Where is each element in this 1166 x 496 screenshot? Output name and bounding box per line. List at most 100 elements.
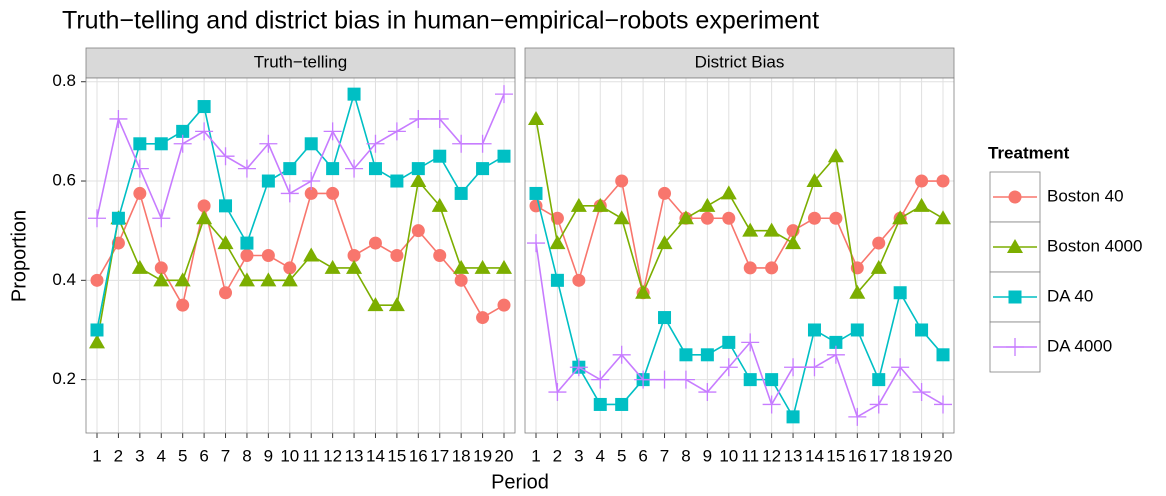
point bbox=[786, 410, 800, 424]
point bbox=[829, 335, 843, 349]
x-tick-label: 10 bbox=[719, 446, 738, 465]
point bbox=[216, 147, 235, 166]
x-tick-label: 16 bbox=[409, 446, 428, 465]
point bbox=[677, 210, 694, 225]
x-tick-label: 2 bbox=[553, 446, 562, 465]
point bbox=[196, 210, 213, 225]
point bbox=[323, 122, 342, 141]
facet-strip bbox=[524, 47, 955, 79]
point bbox=[152, 209, 171, 228]
point bbox=[367, 297, 384, 312]
point bbox=[570, 197, 587, 212]
point bbox=[240, 249, 254, 262]
point bbox=[390, 249, 404, 262]
point bbox=[913, 197, 930, 212]
point bbox=[719, 358, 738, 377]
point bbox=[848, 407, 867, 426]
legend-label: Boston 4000 bbox=[1047, 236, 1142, 255]
x-tick-label: 4 bbox=[596, 446, 605, 465]
panel-border bbox=[524, 77, 955, 434]
point bbox=[850, 323, 864, 337]
point bbox=[454, 273, 468, 287]
point bbox=[326, 186, 340, 200]
point bbox=[131, 259, 148, 274]
x-tick-label: 19 bbox=[912, 446, 931, 465]
point bbox=[827, 148, 844, 163]
point bbox=[368, 162, 382, 176]
point bbox=[238, 272, 255, 287]
point bbox=[741, 333, 760, 352]
point bbox=[302, 172, 321, 191]
x-tick-label: 18 bbox=[452, 446, 471, 465]
point bbox=[133, 186, 147, 200]
x-tick-label: 4 bbox=[157, 446, 166, 465]
facet-title: Truth−telling bbox=[254, 52, 347, 71]
point bbox=[411, 224, 425, 238]
x-tick-label: 9 bbox=[264, 446, 273, 465]
point bbox=[89, 334, 105, 349]
point bbox=[634, 370, 653, 389]
point bbox=[411, 162, 425, 176]
x-tick-label: 2 bbox=[114, 446, 123, 465]
point bbox=[656, 235, 673, 250]
x-tick-label: 20 bbox=[495, 446, 514, 465]
point bbox=[431, 197, 448, 212]
point bbox=[304, 186, 318, 200]
x-tick-label: 17 bbox=[430, 446, 449, 465]
x-tick-label: 16 bbox=[848, 446, 867, 465]
point bbox=[720, 185, 737, 200]
point bbox=[807, 323, 821, 337]
point bbox=[497, 149, 511, 163]
point bbox=[237, 159, 256, 178]
point bbox=[176, 298, 190, 312]
point bbox=[260, 272, 277, 287]
point bbox=[528, 110, 544, 125]
point bbox=[872, 236, 886, 250]
series-line bbox=[535, 242, 944, 419]
point bbox=[550, 273, 564, 287]
point bbox=[936, 348, 950, 362]
point bbox=[304, 137, 318, 151]
point bbox=[281, 272, 298, 287]
point bbox=[473, 134, 492, 153]
x-tick-label: 17 bbox=[869, 446, 888, 465]
legend-title: Treatment bbox=[988, 143, 1070, 162]
x-tick-label: 7 bbox=[221, 446, 230, 465]
point bbox=[197, 199, 211, 213]
point bbox=[219, 199, 233, 213]
point bbox=[893, 286, 907, 300]
point bbox=[722, 335, 736, 349]
x-tick-label: 1 bbox=[92, 446, 101, 465]
point bbox=[283, 261, 297, 275]
point bbox=[870, 259, 887, 274]
legend-marker bbox=[1007, 239, 1023, 253]
x-tick-label: 18 bbox=[891, 446, 910, 465]
point bbox=[283, 162, 297, 176]
point bbox=[869, 395, 888, 414]
point bbox=[763, 222, 780, 237]
point bbox=[366, 134, 385, 153]
x-tick-label: 10 bbox=[280, 446, 299, 465]
legend-marker bbox=[1008, 190, 1022, 204]
point bbox=[153, 272, 170, 287]
point bbox=[655, 370, 674, 389]
point bbox=[433, 249, 447, 262]
point bbox=[496, 259, 512, 274]
point bbox=[497, 298, 511, 312]
point bbox=[829, 211, 843, 225]
point bbox=[303, 247, 320, 262]
point bbox=[826, 345, 845, 364]
x-tick-label: 8 bbox=[681, 446, 690, 465]
point bbox=[133, 137, 147, 151]
point bbox=[154, 261, 168, 275]
point bbox=[891, 358, 910, 377]
x-tick-label: 20 bbox=[934, 446, 953, 465]
point bbox=[806, 173, 823, 188]
point bbox=[765, 261, 779, 275]
x-tick-label: 6 bbox=[199, 446, 208, 465]
x-tick-label: 19 bbox=[473, 446, 492, 465]
point bbox=[548, 383, 567, 402]
point bbox=[324, 259, 341, 274]
